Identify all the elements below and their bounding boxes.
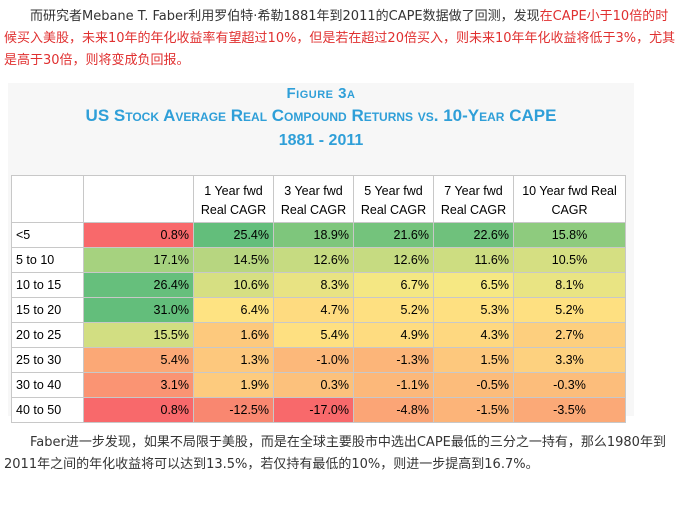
return-cell: -0.3% xyxy=(513,372,626,398)
return-cell: 15.8% xyxy=(513,222,626,248)
return-cell: 6.5% xyxy=(433,272,514,298)
column-header xyxy=(11,175,84,223)
outro-text: Faber进一步发现，如果不局限于美股，而是在全球主要股市中选出CAPE最低的三… xyxy=(4,435,666,472)
figure-panel: Figure 3a US Stock Average Real Compound… xyxy=(8,83,634,423)
cape-range-label: <5 xyxy=(11,222,84,248)
table-row: <5 0.8% 25.4% 18.9% 21.6% 22.6% 15.8% xyxy=(11,222,626,248)
table-row: 40 to 50 0.8% -12.5% -17.0% -4.8% -1.5% -3.5% xyxy=(11,397,626,423)
return-cell: -0.5% xyxy=(433,372,514,398)
column-header: 5 Year fwd Real CAGR xyxy=(353,175,434,223)
return-cell: -17.0% xyxy=(273,397,354,423)
column-header: 7 Year fwd Real CAGR xyxy=(433,175,514,223)
return-cell: 26.4% xyxy=(83,272,194,298)
return-cell: 4.7% xyxy=(273,297,354,323)
table-body: <5 0.8% 25.4% 18.9% 21.6% 22.6% 15.8% 5 to 10 17… xyxy=(11,222,626,423)
table-row: 25 to 30 5.4% 1.3% -1.0% -1.3% 1.5% 3.3% xyxy=(11,347,626,373)
return-cell: -3.5% xyxy=(513,397,626,423)
return-cell: -1.1% xyxy=(353,372,434,398)
return-cell: 11.6% xyxy=(433,247,514,273)
return-cell: 2.7% xyxy=(513,322,626,348)
column-header xyxy=(83,175,194,223)
table-row: 10 to 15 26.4% 10.6% 8.3% 6.7% 6.5% 8.1% xyxy=(11,272,626,298)
return-cell: -1.5% xyxy=(433,397,514,423)
column-header: 1 Year fwd Real CAGR xyxy=(193,175,274,223)
return-cell: 12.6% xyxy=(353,247,434,273)
return-cell: 8.1% xyxy=(513,272,626,298)
figure-period: 1881 - 2011 xyxy=(278,132,364,149)
return-cell: 18.9% xyxy=(273,222,354,248)
return-cell: 0.3% xyxy=(273,372,354,398)
return-cell: 1.3% xyxy=(193,347,274,373)
return-cell: 0.8% xyxy=(83,222,194,248)
intro-highlight-text: 在CAPE小于10倍的时候买入美股，未来10年的年化收益率有望超过10%，但是若… xyxy=(4,9,676,68)
column-header: 3 Year fwd Real CAGR xyxy=(273,175,354,223)
table-row: 5 to 10 17.1% 14.5% 12.6% 12.6% 11.6% 10.5% xyxy=(11,247,626,273)
return-cell: 31.0% xyxy=(83,297,194,323)
column-header: 10 Year fwd Real CAGR xyxy=(513,175,626,223)
intro-text: 而研究者Mebane T. Faber利用罗伯特·希勒1881年到2011的CA… xyxy=(30,9,540,24)
return-cell: -12.5% xyxy=(193,397,274,423)
cape-range-label: 40 to 50 xyxy=(11,397,84,423)
cape-range-label: 15 to 20 xyxy=(11,297,84,323)
return-cell: 5.4% xyxy=(83,347,194,373)
return-cell: 21.6% xyxy=(353,222,434,248)
return-cell: 5.2% xyxy=(353,297,434,323)
table-row: 30 to 40 3.1% 1.9% 0.3% -1.1% -0.5% -0.3% xyxy=(11,372,626,398)
cape-range-label: 25 to 30 xyxy=(11,347,84,373)
return-cell: 1.5% xyxy=(433,347,514,373)
table-row: 20 to 25 15.5% 1.6% 5.4% 4.9% 4.3% 2.7% xyxy=(11,322,626,348)
cape-returns-table: 1 Year fwd Real CAGR 3 Year fwd Real CAGR… xyxy=(11,175,626,423)
return-cell: 6.4% xyxy=(193,297,274,323)
table-header-row: 1 Year fwd Real CAGR 3 Year fwd Real CAGR… xyxy=(11,175,626,223)
cape-range-label: 20 to 25 xyxy=(11,322,84,348)
cape-range-label: 5 to 10 xyxy=(11,247,84,273)
return-cell: 14.5% xyxy=(193,247,274,273)
return-cell: 4.3% xyxy=(433,322,514,348)
return-cell: 0.8% xyxy=(83,397,194,423)
return-cell: 22.6% xyxy=(433,222,514,248)
figure-label: Figure 3a xyxy=(286,85,356,102)
return-cell: 3.1% xyxy=(83,372,194,398)
return-cell: 10.6% xyxy=(193,272,274,298)
return-cell: 4.9% xyxy=(353,322,434,348)
cape-range-label: 10 to 15 xyxy=(11,272,84,298)
outro-paragraph: Faber进一步发现，如果不局限于美股，而是在全球主要股市中选出CAPE最低的三… xyxy=(4,432,676,476)
return-cell: 5.2% xyxy=(513,297,626,323)
table-row: 15 to 20 31.0% 6.4% 4.7% 5.2% 5.3% 5.2% xyxy=(11,297,626,323)
return-cell: 1.9% xyxy=(193,372,274,398)
return-cell: 17.1% xyxy=(83,247,194,273)
return-cell: 3.3% xyxy=(513,347,626,373)
return-cell: -4.8% xyxy=(353,397,434,423)
intro-paragraph: 而研究者Mebane T. Faber利用罗伯特·希勒1881年到2011的CA… xyxy=(4,6,676,72)
return-cell: 5.3% xyxy=(433,297,514,323)
return-cell: 8.3% xyxy=(273,272,354,298)
cape-range-label: 30 to 40 xyxy=(11,372,84,398)
return-cell: -1.3% xyxy=(353,347,434,373)
figure-title: US Stock Average Real Compound Returns v… xyxy=(85,106,557,125)
return-cell: 15.5% xyxy=(83,322,194,348)
return-cell: 25.4% xyxy=(193,222,274,248)
return-cell: 1.6% xyxy=(193,322,274,348)
return-cell: -1.0% xyxy=(273,347,354,373)
return-cell: 12.6% xyxy=(273,247,354,273)
return-cell: 6.7% xyxy=(353,272,434,298)
return-cell: 10.5% xyxy=(513,247,626,273)
return-cell: 5.4% xyxy=(273,322,354,348)
